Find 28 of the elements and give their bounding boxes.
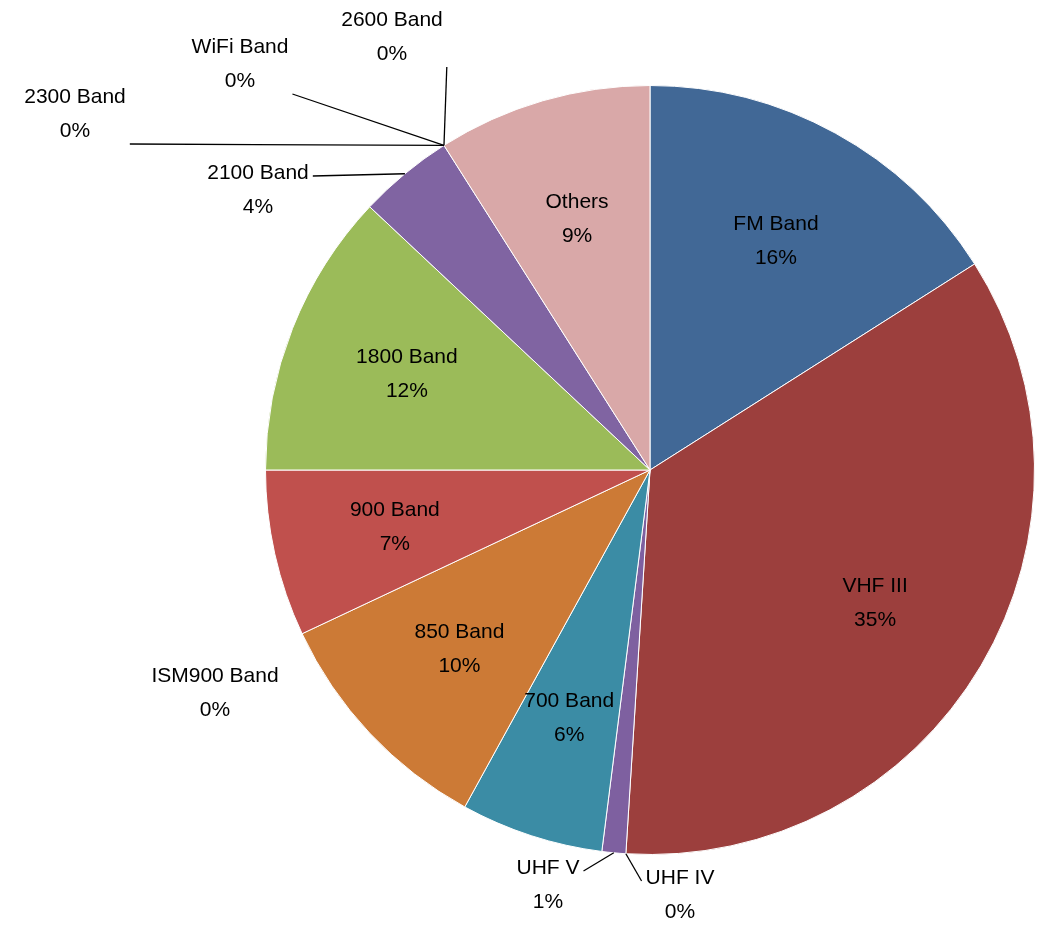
text: 0% bbox=[59, 117, 91, 141]
slice-label: VHF III bbox=[842, 572, 908, 596]
category-label: 2300 Band bbox=[24, 83, 126, 107]
text: 0% bbox=[224, 67, 256, 91]
category-label: ISM900 Band bbox=[151, 662, 279, 686]
text: 0% bbox=[664, 898, 696, 922]
data-label: 35% bbox=[854, 606, 897, 630]
slice-label: 2100 Band bbox=[207, 159, 309, 183]
data-label: 10% bbox=[438, 652, 481, 676]
legend-label: UHF IV bbox=[645, 864, 715, 888]
data-label: 9% bbox=[561, 222, 593, 246]
data-label: 6% bbox=[554, 722, 585, 746]
data-label: 12% bbox=[385, 377, 428, 401]
category-label: WiFi Band bbox=[191, 33, 289, 57]
slice-label: UHF V bbox=[516, 854, 580, 878]
data-label: 4% bbox=[242, 193, 274, 217]
text: 0% bbox=[199, 696, 231, 720]
text: 0% bbox=[376, 40, 408, 64]
slice-label: 850 Band bbox=[414, 618, 505, 642]
slice-label: 900 Band bbox=[349, 496, 440, 520]
slice-label: FM Band bbox=[733, 210, 819, 234]
slice-label: Others bbox=[545, 188, 609, 212]
slice-label: 1800 Band bbox=[356, 343, 458, 367]
data-label: 16% bbox=[754, 244, 797, 268]
data-label: 1% bbox=[532, 888, 564, 912]
category-label: 2600 Band bbox=[341, 6, 443, 30]
slice-label: 700 Band bbox=[524, 688, 615, 712]
data-label: 7% bbox=[379, 530, 411, 554]
